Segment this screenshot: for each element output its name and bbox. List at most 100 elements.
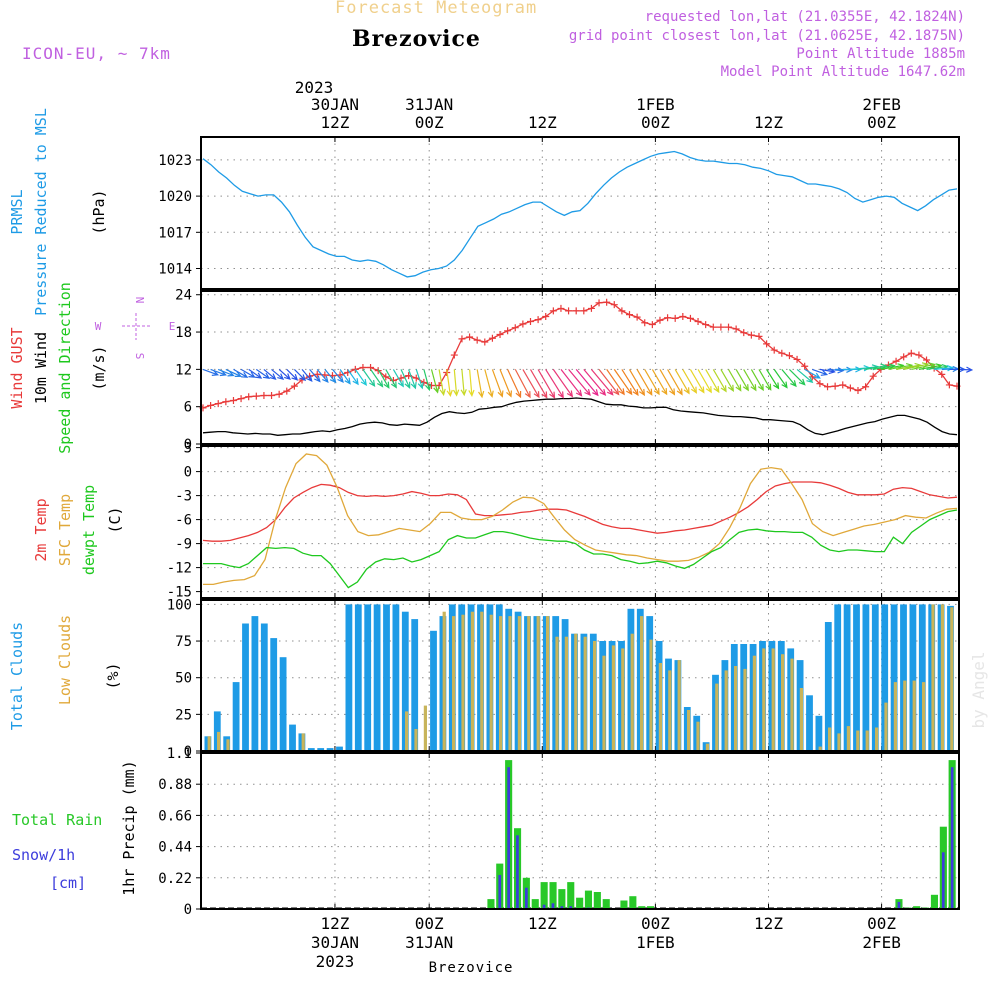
gust-marker (763, 340, 771, 348)
wind-direction-arrow (491, 369, 504, 398)
wind-direction-arrow (720, 369, 735, 393)
ytick-label-wind-0: 0 (184, 437, 192, 453)
gust-marker (214, 400, 222, 408)
wind-direction-arrow (408, 369, 417, 390)
low-cloud-bar (931, 604, 935, 751)
wind-direction-arrow (682, 369, 697, 394)
low-cloud-bar (217, 731, 221, 751)
low-cloud-bar (940, 604, 944, 751)
low-cloud-bar (752, 655, 756, 751)
wind-direction-arrow (689, 369, 705, 394)
wind-direction-arrow (286, 368, 299, 381)
wind-direction-arrow (659, 369, 676, 396)
gust-marker (290, 382, 298, 390)
bottom-hour-label: 00Z (415, 914, 444, 933)
total-cloud-bar (242, 623, 249, 751)
gust-marker (420, 378, 428, 386)
total-cloud-bar (871, 604, 879, 751)
total-cloud-bar (824, 622, 832, 751)
panel-clouds-frame (200, 599, 960, 752)
wind-direction-arrow (255, 368, 271, 379)
low-cloud-bar (611, 645, 615, 751)
low-cloud-bar (574, 633, 578, 751)
low-cloud-bar (950, 607, 954, 751)
rain-bar (647, 906, 655, 909)
ytick-label-temperature-5: 0 (184, 465, 192, 481)
wind-direction-arrow (217, 368, 235, 377)
low-cloud-bar (705, 743, 709, 751)
temp-unit-label: (C) (106, 506, 124, 533)
sfc-line (203, 453, 958, 586)
wind-direction-arrow (667, 369, 683, 396)
gust-marker (382, 373, 390, 381)
gust-marker (679, 313, 687, 320)
ytick-label-wind-4: 24 (175, 288, 192, 304)
wind-direction-arrow (400, 369, 411, 389)
ytick-label-precip-5: 1.1 (167, 746, 192, 762)
rain-bar (620, 900, 628, 909)
wind-direction-arrow (727, 369, 742, 392)
ytick-label-temperature-4: -3 (175, 489, 192, 505)
panel-precip-bg (201, 753, 959, 909)
low-cloud-bar (790, 658, 794, 751)
rain-bar (558, 889, 566, 909)
low-cloud-bar (668, 670, 672, 751)
wind-direction-arrow (354, 369, 368, 387)
low-cloud-bar (226, 739, 230, 751)
gust-marker (519, 320, 527, 328)
low-cloud-bar (677, 660, 681, 751)
wind-direction-arrow (568, 369, 591, 396)
wind-direction-arrow (590, 369, 614, 396)
wind-direction-arrow (347, 369, 359, 386)
rain-bar (540, 882, 548, 909)
total-rain-label: Total Rain (12, 811, 102, 829)
ytick-label-precip-1: 0.22 (158, 871, 192, 887)
gust-marker (862, 383, 870, 391)
gust-marker (237, 395, 245, 403)
bottom-date-label: 1FEB (636, 933, 675, 952)
gust-marker (633, 313, 641, 321)
wind-direction-arrow (377, 369, 390, 389)
total-cloud-bar (279, 657, 287, 751)
wind-direction-arrow (636, 369, 653, 396)
ytick-label-clouds-4: 100 (167, 597, 192, 613)
panel-precip-frame (200, 752, 960, 910)
wind-direction-arrow (575, 369, 599, 397)
top-date-label: 30JAN (311, 95, 359, 114)
wind-direction-arrow (743, 369, 757, 392)
low-cloud-bar (856, 730, 860, 751)
pressure-label-2: Pressure Reduced to MSL (32, 108, 50, 316)
low-cloud-bar (499, 616, 503, 751)
wind-direction-arrow (621, 369, 639, 397)
bottom-hour-label: 00Z (867, 914, 896, 933)
panel-precip: 0 0.22 0.44 0.66 0.88 1.1 (158, 746, 959, 918)
gust-marker (945, 381, 953, 389)
gust-marker (671, 314, 679, 322)
gust-marker (526, 317, 534, 325)
compass-e: E (169, 320, 176, 333)
gust-marker (892, 357, 900, 365)
wind-direction-arrow (644, 369, 660, 396)
pressure-label-1: PRMSL (8, 189, 26, 234)
low-cloud-bar (734, 666, 738, 751)
ytick-label-precip-2: 0.44 (158, 840, 192, 856)
rain-bar (487, 899, 495, 909)
wind-direction-arrow (248, 368, 263, 379)
gust-marker (268, 391, 276, 399)
dew-line (203, 509, 958, 589)
snow-bar (950, 767, 954, 909)
low-cloud-bar (781, 654, 785, 751)
rain-bar (913, 906, 921, 909)
wind-direction-arrow (613, 369, 633, 396)
low-cloud-bar (517, 616, 521, 751)
wind-direction-arrow (271, 368, 285, 380)
gust-marker (664, 314, 672, 322)
bottom-date-label: 2FEB (862, 933, 901, 952)
snow-bar (569, 906, 573, 909)
snow-bar (560, 906, 564, 909)
gust-marker (626, 311, 634, 319)
low-cloud-bar (922, 682, 926, 751)
gust-marker (900, 353, 908, 361)
low-cloud-bar (452, 616, 456, 751)
